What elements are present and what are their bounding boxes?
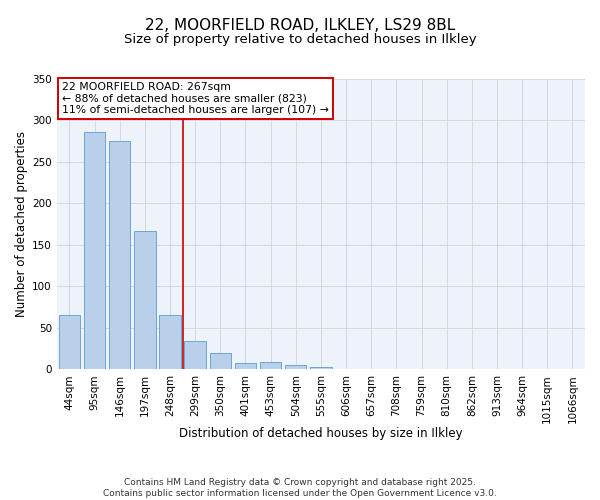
Bar	[285, 365, 307, 370]
Text: Contains HM Land Registry data © Crown copyright and database right 2025.
Contai: Contains HM Land Registry data © Crown c…	[103, 478, 497, 498]
Bar	[159, 316, 181, 370]
Bar	[260, 362, 281, 370]
Y-axis label: Number of detached properties: Number of detached properties	[15, 131, 28, 317]
Bar	[134, 231, 155, 370]
Text: 22, MOORFIELD ROAD, ILKLEY, LS29 8BL: 22, MOORFIELD ROAD, ILKLEY, LS29 8BL	[145, 18, 455, 32]
Bar	[59, 316, 80, 370]
Bar	[184, 341, 206, 370]
Bar	[361, 368, 382, 370]
Bar	[209, 353, 231, 370]
Bar	[84, 132, 105, 370]
Text: 22 MOORFIELD ROAD: 267sqm
← 88% of detached houses are smaller (823)
11% of semi: 22 MOORFIELD ROAD: 267sqm ← 88% of detac…	[62, 82, 329, 115]
Bar	[310, 367, 332, 370]
Bar	[235, 362, 256, 370]
Text: Size of property relative to detached houses in Ilkley: Size of property relative to detached ho…	[124, 32, 476, 46]
X-axis label: Distribution of detached houses by size in Ilkley: Distribution of detached houses by size …	[179, 427, 463, 440]
Bar	[109, 141, 130, 370]
Bar	[335, 368, 357, 370]
